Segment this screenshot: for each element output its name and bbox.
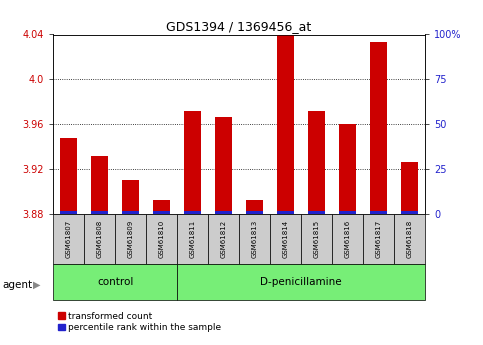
Bar [122, 180, 139, 214]
Bar [277, 34, 294, 214]
Bar [401, 162, 418, 214]
Text: control: control [97, 277, 133, 287]
Bar [239, 214, 270, 264]
Bar [215, 117, 232, 214]
Bar [184, 210, 201, 214]
Bar [153, 210, 170, 214]
Bar [394, 214, 425, 264]
Bar [177, 214, 208, 264]
Bar [184, 111, 201, 214]
Text: GSM61817: GSM61817 [376, 220, 382, 258]
Bar [84, 214, 115, 264]
Bar [370, 42, 387, 214]
Text: GSM61816: GSM61816 [344, 220, 351, 258]
Text: D-penicillamine: D-penicillamine [260, 277, 342, 287]
Bar [332, 214, 363, 264]
Bar [308, 210, 325, 214]
Bar [277, 210, 294, 214]
Title: GDS1394 / 1369456_at: GDS1394 / 1369456_at [167, 20, 312, 33]
Bar [53, 214, 84, 264]
Bar [270, 214, 301, 264]
Text: GSM61818: GSM61818 [407, 220, 412, 258]
Text: GSM61809: GSM61809 [128, 220, 134, 258]
Bar [208, 214, 239, 264]
Bar [308, 111, 325, 214]
Bar [246, 200, 263, 214]
Text: GSM61813: GSM61813 [252, 220, 257, 258]
Text: GSM61807: GSM61807 [66, 220, 71, 258]
Bar [301, 214, 332, 264]
Bar [363, 214, 394, 264]
Bar [370, 210, 387, 214]
Bar [339, 210, 356, 214]
Text: GSM61814: GSM61814 [283, 220, 288, 258]
Bar [122, 210, 139, 214]
Bar [60, 210, 77, 214]
Bar [53, 264, 177, 300]
Bar [115, 214, 146, 264]
Text: GSM61808: GSM61808 [97, 220, 102, 258]
Bar [215, 210, 232, 214]
Legend: transformed count, percentile rank within the sample: transformed count, percentile rank withi… [57, 312, 222, 332]
Text: GSM61811: GSM61811 [190, 220, 196, 258]
Bar [60, 138, 77, 214]
Bar [91, 156, 108, 214]
Bar [177, 264, 425, 300]
Text: GSM61810: GSM61810 [158, 220, 165, 258]
Bar [401, 210, 418, 214]
Text: agent: agent [2, 280, 32, 289]
Bar [91, 210, 108, 214]
Text: ▶: ▶ [33, 280, 41, 289]
Text: GSM61812: GSM61812 [221, 220, 227, 258]
Bar [153, 200, 170, 214]
Text: GSM61815: GSM61815 [313, 220, 320, 258]
Bar [146, 214, 177, 264]
Bar [246, 210, 263, 214]
Bar [339, 124, 356, 214]
